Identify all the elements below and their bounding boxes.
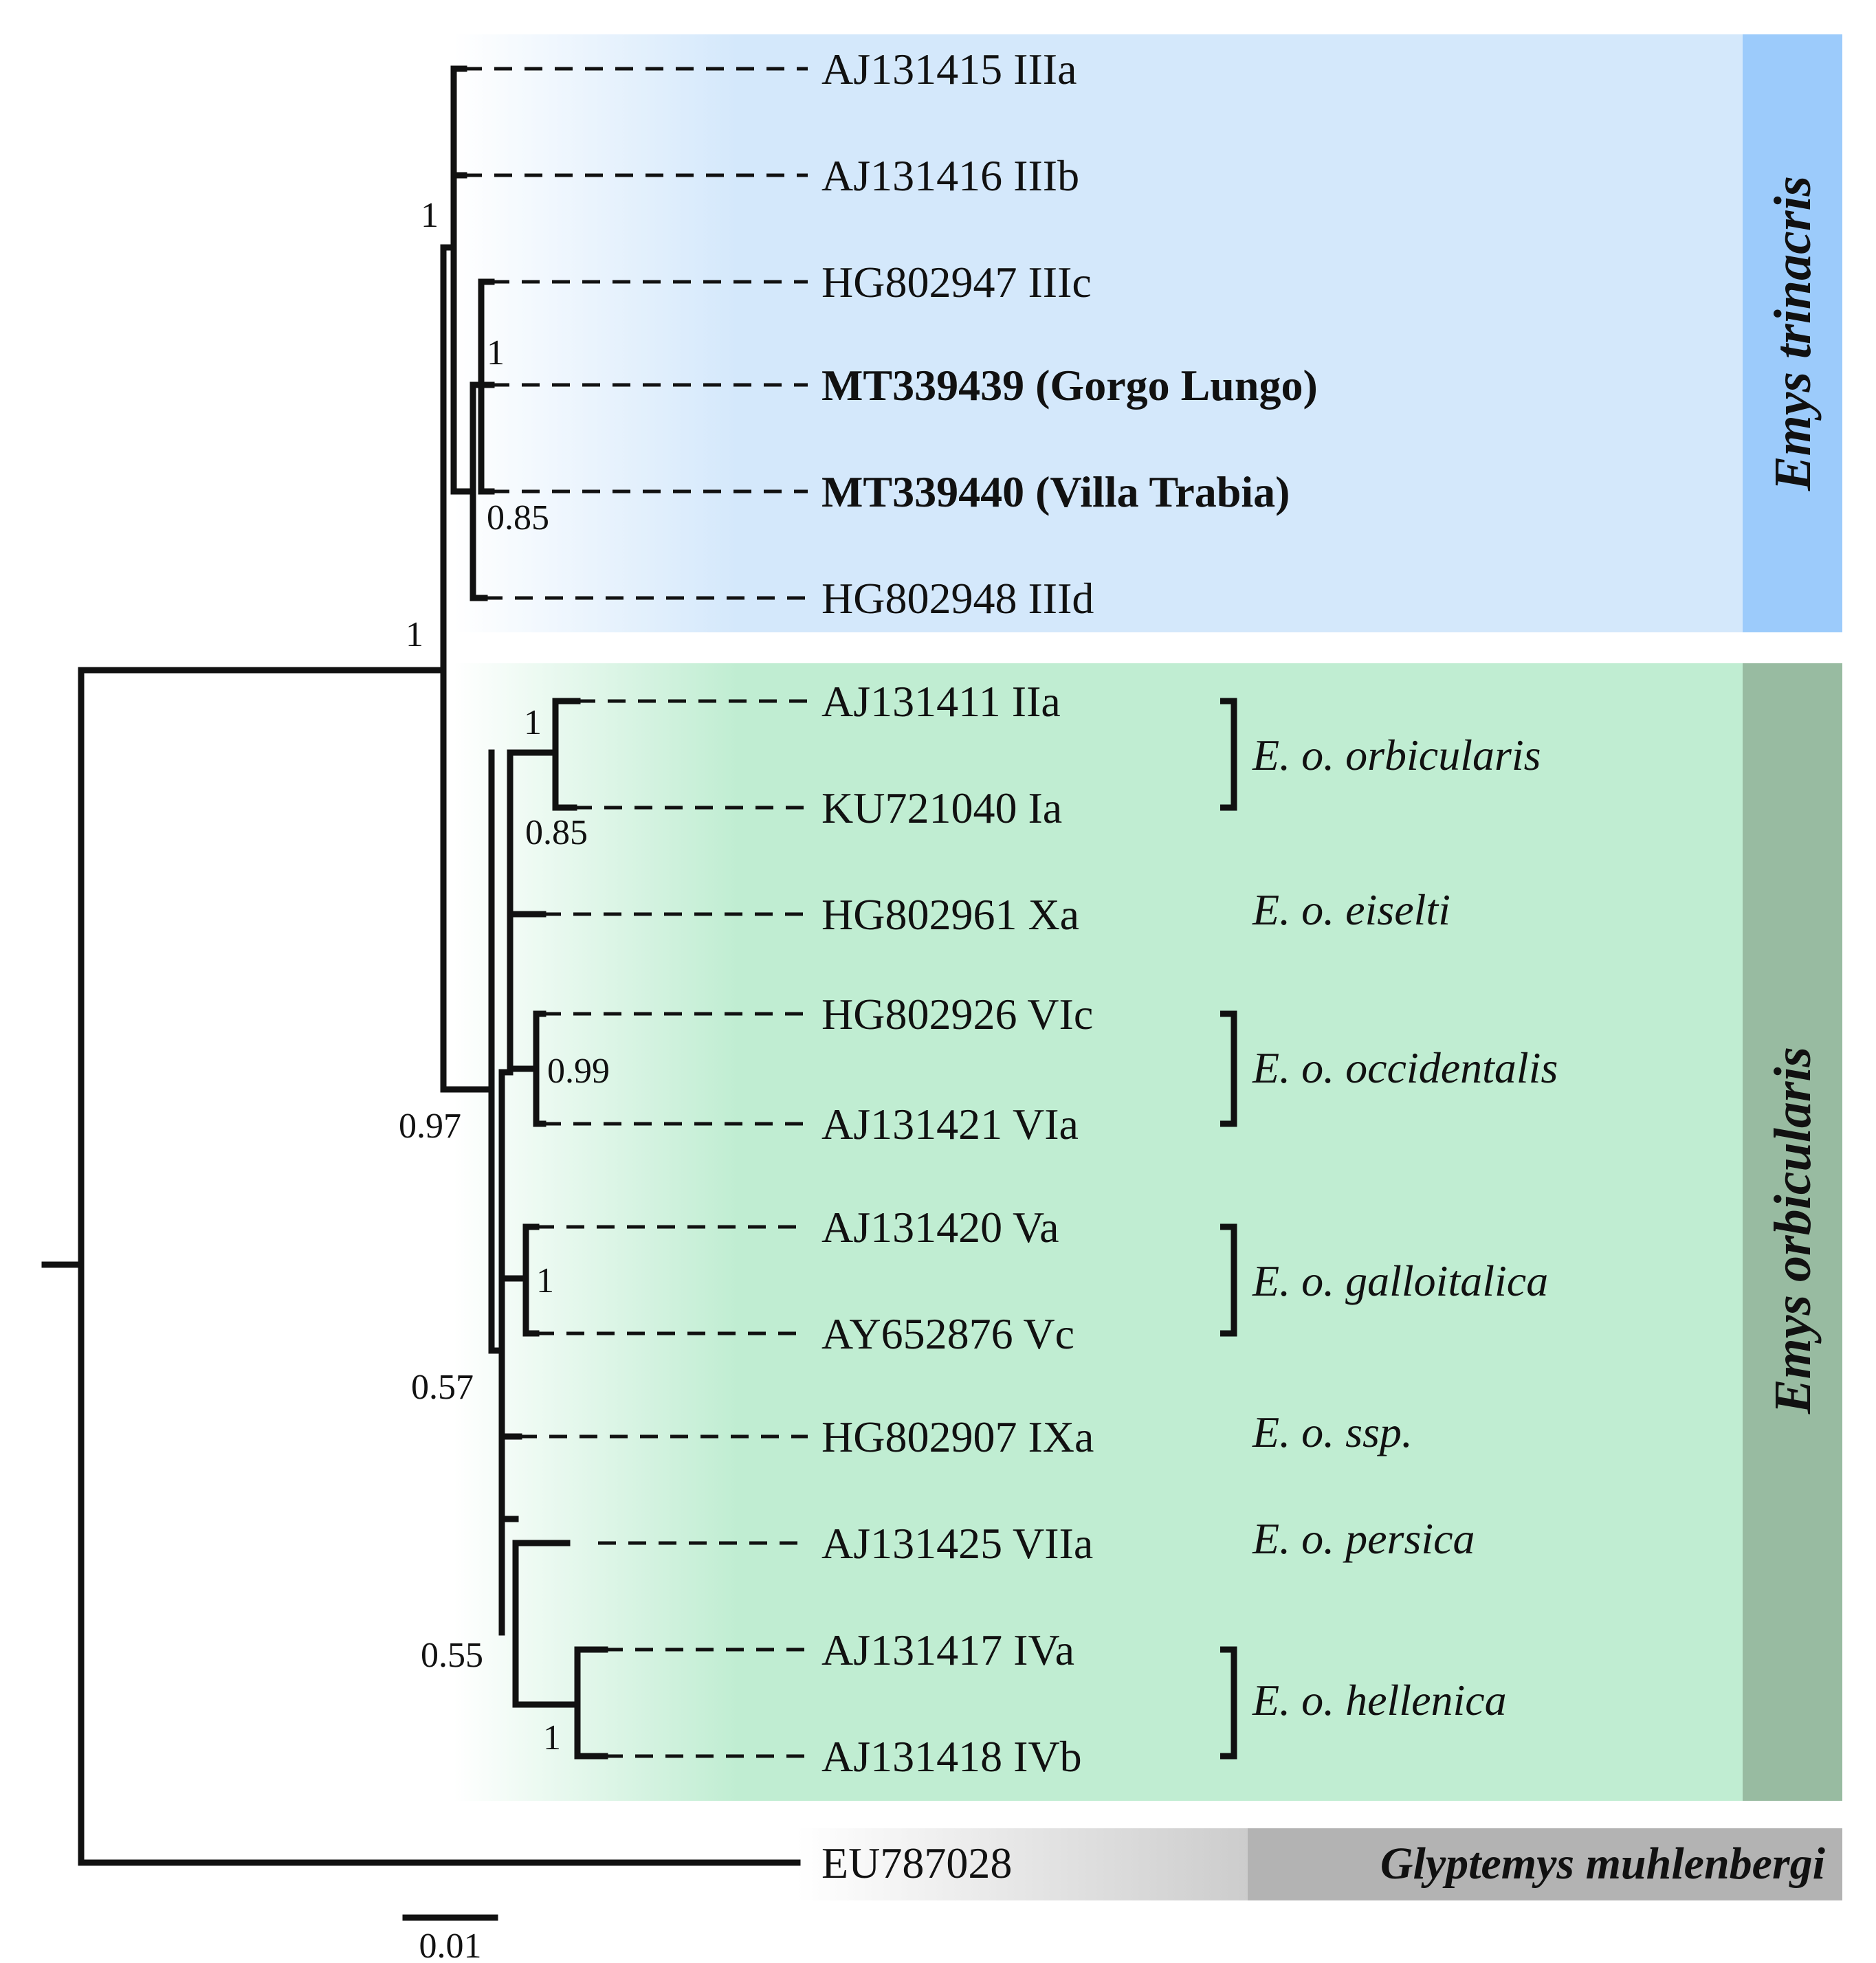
subspecies-label: E. o. eiselti (1252, 885, 1450, 934)
tip-label-highlight: MT339440 (Villa Trabia) (821, 467, 1290, 516)
tip-label: AJ131418 IVb (821, 1732, 1082, 1781)
subspecies-label: E. o. galloitalica (1252, 1256, 1548, 1305)
clade-label-orbicularis: Emys orbicularis (1764, 1047, 1822, 1415)
tip-label: KU721040 Ia (821, 784, 1062, 832)
subspecies-label: E. o. persica (1252, 1514, 1475, 1563)
tip-label: HG802926 VIc (821, 990, 1093, 1039)
tip-label: HG802948 IIId (821, 574, 1094, 623)
support-value: 1 (543, 1718, 561, 1757)
clade-label-trinacris: Emys trinacris (1764, 176, 1822, 491)
outgroup-species-label: Glyptemys muhlenbergi (1380, 1839, 1826, 1889)
tree-branches (41, 65, 801, 1866)
subspecies-label: E. o. occidentalis (1252, 1043, 1558, 1092)
support-value: 0.99 (547, 1052, 610, 1091)
tip-label-outgroup: EU787028 (821, 1839, 1012, 1887)
orbicularis-clade-strip (1743, 663, 1842, 1801)
support-value: 1 (536, 1261, 554, 1300)
support-value: 0.55 (421, 1636, 483, 1675)
tip-label: AJ131417 IVa (821, 1626, 1074, 1674)
outgroup-box (797, 1828, 1251, 1900)
support-value: 0.57 (411, 1368, 474, 1407)
support-value: 0.97 (399, 1107, 461, 1146)
support-value: 1 (406, 615, 423, 654)
trinacris-clade-box (454, 34, 1746, 632)
tip-label-highlight: MT339439 (Gorgo Lungo) (821, 361, 1318, 410)
tip-label: AJ131416 IIIb (821, 151, 1079, 200)
support-value: 0.85 (525, 813, 588, 852)
tip-label: HG802907 IXa (821, 1412, 1094, 1461)
tip-label: AJ131420 Va (821, 1203, 1059, 1252)
tip-label: AJ131421 VIa (821, 1100, 1079, 1149)
tip-label: AJ131411 IIa (821, 677, 1061, 726)
tip-dashes (464, 67, 808, 1758)
subspecies-brackets (1220, 698, 1237, 1760)
outgroup-strip (1248, 1828, 1842, 1900)
support-value: 0.85 (487, 498, 549, 537)
subspecies-label: E. o. hellenica (1252, 1676, 1507, 1724)
support-value: 1 (524, 703, 542, 742)
tip-label: AY652876 Vc (821, 1309, 1074, 1358)
tip-label: AJ131415 IIIa (821, 45, 1077, 93)
support-value: 1 (487, 333, 505, 373)
subspecies-label: E. o. orbicularis (1252, 731, 1541, 779)
trinacris-clade-strip (1743, 34, 1842, 632)
tip-label: HG802947 IIIc (821, 258, 1092, 307)
scale-label: 0.01 (419, 1927, 482, 1963)
support-value: 1 (421, 196, 439, 235)
subspecies-label: E. o. ssp. (1252, 1408, 1413, 1456)
tip-label: HG802961 Xa (821, 890, 1079, 939)
orbicularis-clade-box (454, 663, 1746, 1801)
tip-label: AJ131425 VIIa (821, 1519, 1093, 1568)
